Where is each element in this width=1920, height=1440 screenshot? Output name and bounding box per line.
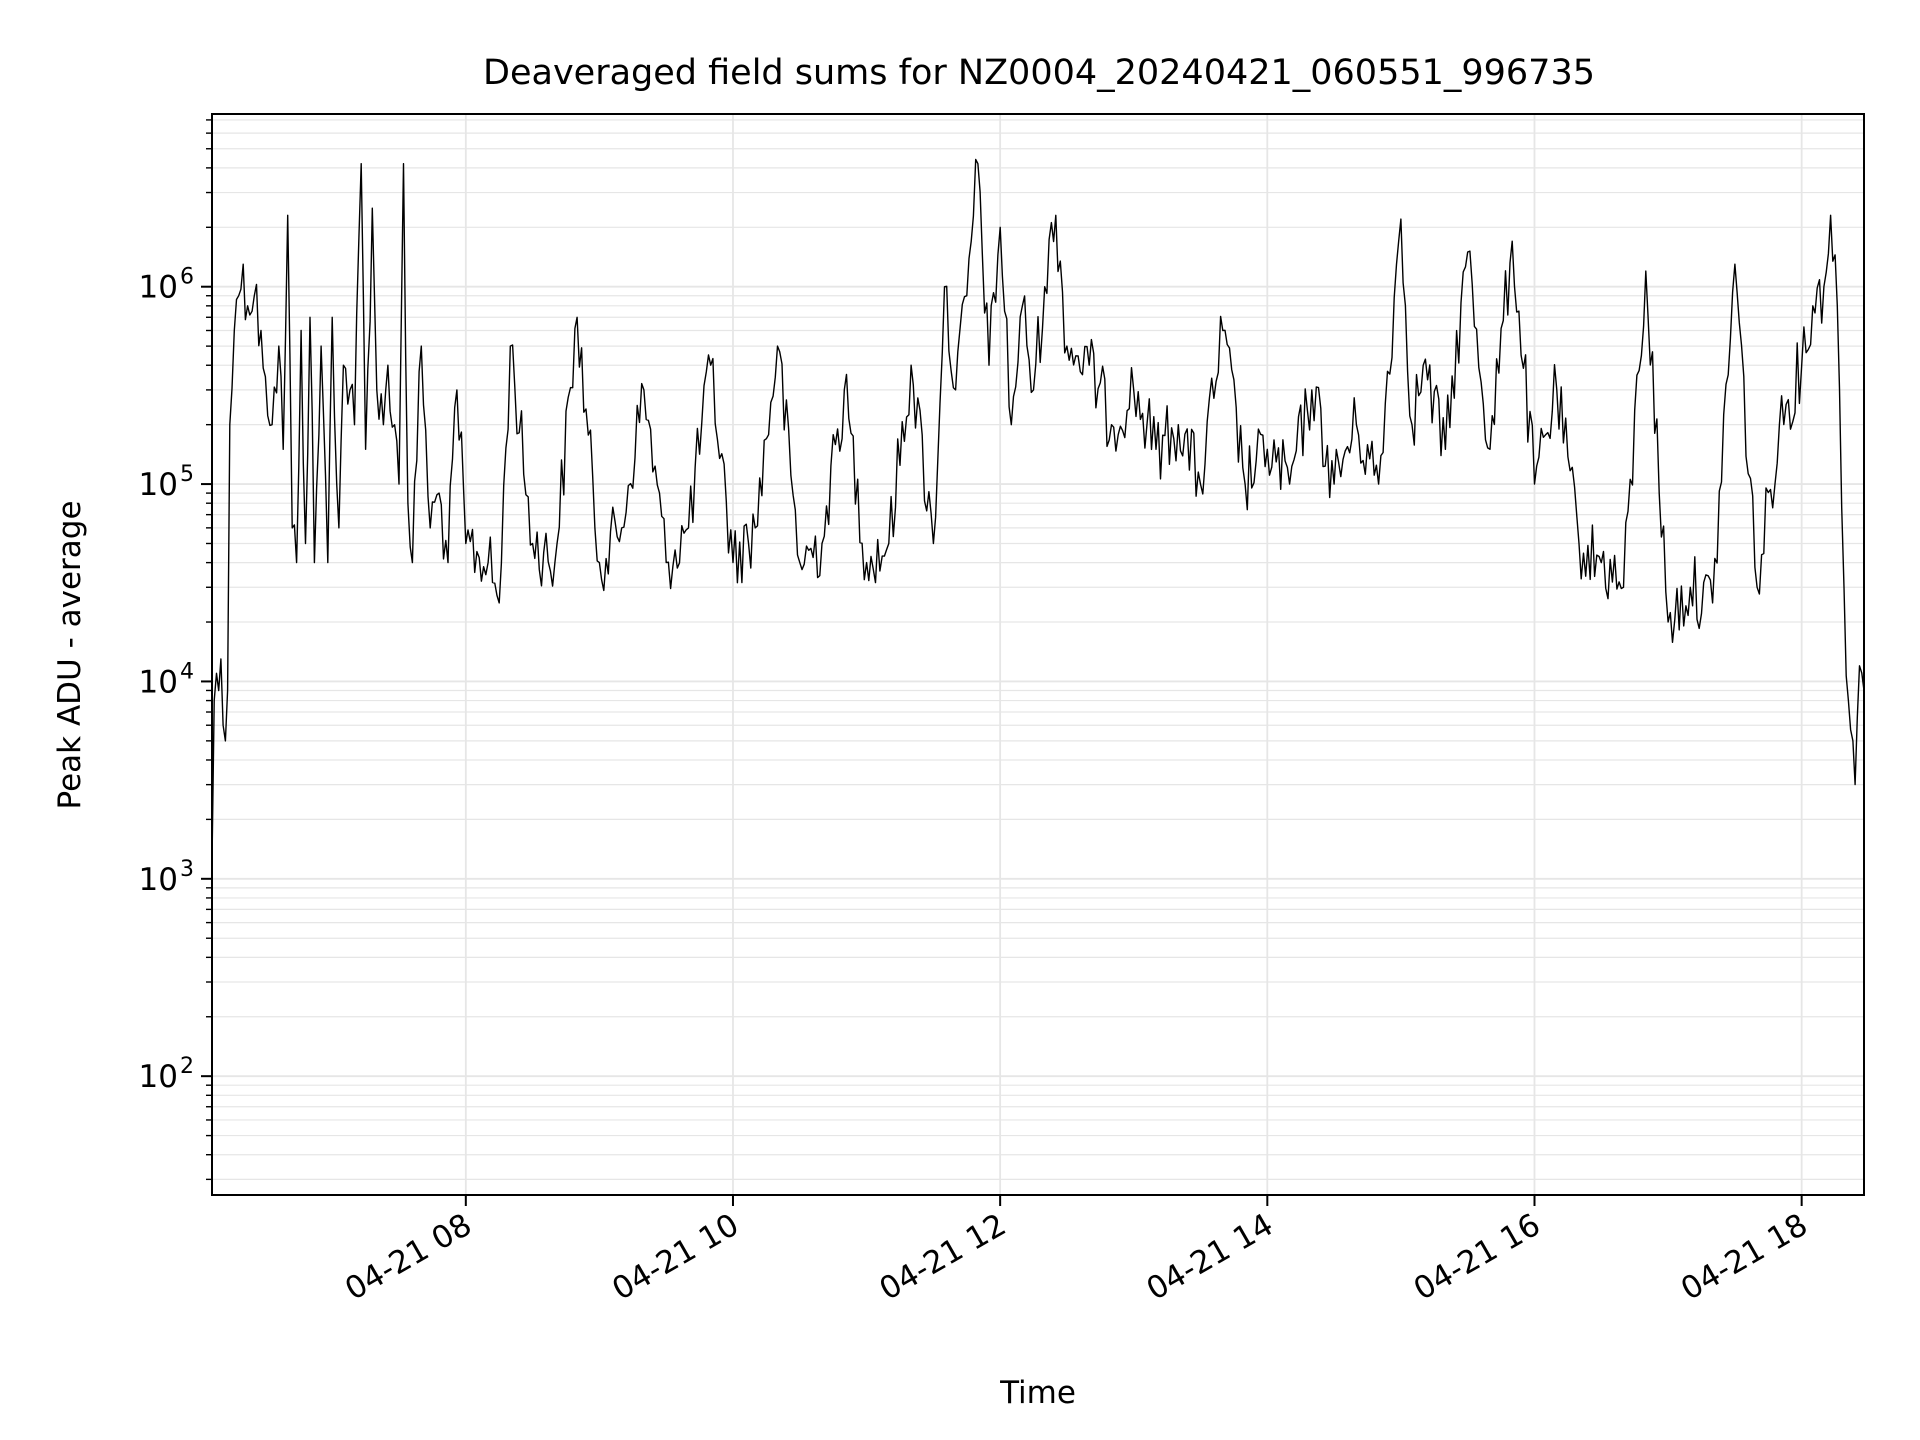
- y-tick-exponent: 3: [180, 857, 194, 882]
- y-tick-exponent: 4: [180, 659, 194, 684]
- x-axis-label: Time: [999, 1375, 1076, 1411]
- y-tick-label: 10: [139, 270, 178, 306]
- gridlines: [212, 114, 1864, 1195]
- axes-frame: [211, 113, 1865, 1196]
- y-axis-label: Peak ADU - average: [52, 500, 88, 809]
- y-tick-label: 10: [139, 1059, 178, 1095]
- y-tick-label: 10: [139, 467, 178, 503]
- y-tick-exponent: 2: [180, 1054, 194, 1079]
- y-tick-exponent: 6: [180, 265, 194, 290]
- y-tick-label: 10: [139, 664, 178, 700]
- y-tick-exponent: 5: [180, 462, 194, 487]
- y-tick-label: 10: [139, 862, 178, 898]
- chart-title: Deaveraged field sums for NZ0004_2024042…: [483, 53, 1595, 93]
- series-line: [211, 158, 1865, 864]
